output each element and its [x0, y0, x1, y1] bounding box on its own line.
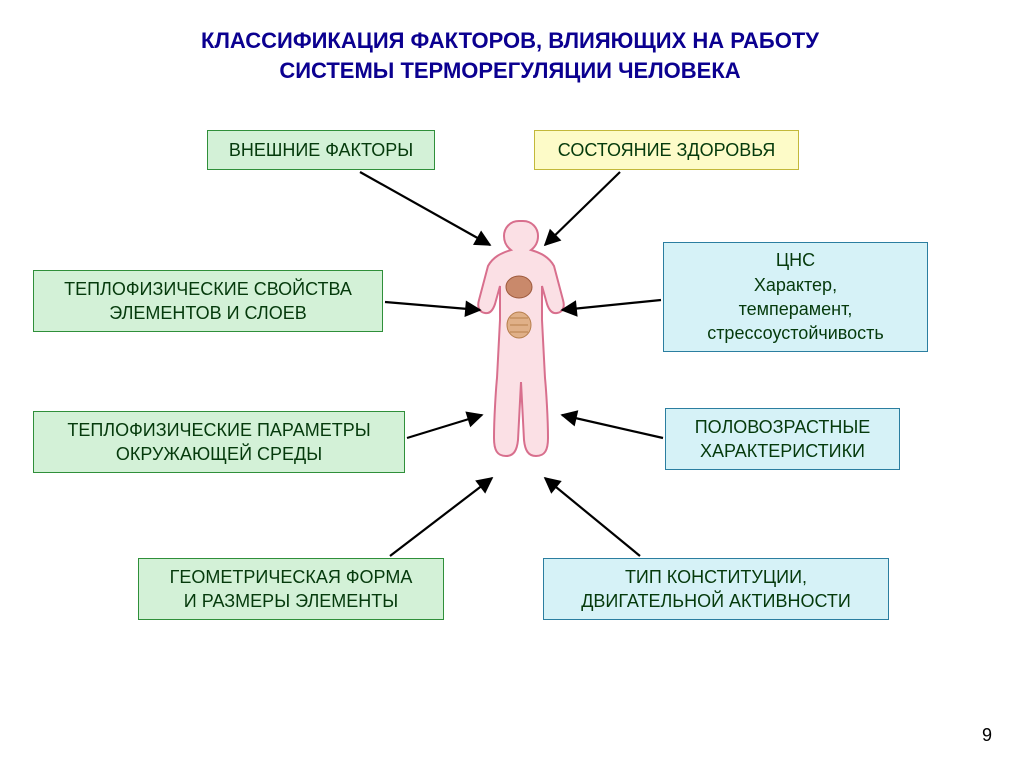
factor-box-external-factors: ВНЕШНИЕ ФАКТОРЫ: [207, 130, 435, 170]
arrow-sex-age: [562, 415, 663, 438]
factor-box-cns: ЦНС Характер, темперамент, стрессоустойч…: [663, 242, 928, 352]
arrow-geometric-form: [390, 478, 492, 556]
factor-box-health-state: СОСТОЯНИЕ ЗДОРОВЬЯ: [534, 130, 799, 170]
arrow-thermophysical-properties: [385, 302, 480, 310]
slide-title: КЛАССИФИКАЦИЯ ФАКТОРОВ, ВЛИЯЮЩИХ НА РАБО…: [150, 26, 870, 85]
factor-box-geometric-form: ГЕОМЕТРИЧЕСКАЯ ФОРМА И РАЗМЕРЫ ЭЛЕМЕНТЫ: [138, 558, 444, 620]
human-body-outline: [478, 221, 564, 456]
arrow-cns: [562, 300, 661, 310]
page-number: 9: [982, 725, 992, 746]
factor-box-constitution-type: ТИП КОНСТИТУЦИИ, ДВИГАТЕЛЬНОЙ АКТИВНОСТИ: [543, 558, 889, 620]
slide-canvas: { "title": { "text": "КЛАССИФИКАЦИЯ ФАКТ…: [0, 0, 1024, 768]
factor-box-sex-age: ПОЛОВОЗРАСТНЫЕ ХАРАКТЕРИСТИКИ: [665, 408, 900, 470]
arrow-constitution-type: [545, 478, 640, 556]
human-figure: [470, 215, 568, 485]
human-organ-chest: [506, 276, 532, 298]
factor-box-thermophysical-params: ТЕПЛОФИЗИЧЕСКИЕ ПАРАМЕТРЫ ОКРУЖАЮЩЕЙ СРЕ…: [33, 411, 405, 473]
factor-box-thermophysical-properties: ТЕПЛОФИЗИЧЕСКИЕ СВОЙСТВА ЭЛЕМЕНТОВ И СЛО…: [33, 270, 383, 332]
